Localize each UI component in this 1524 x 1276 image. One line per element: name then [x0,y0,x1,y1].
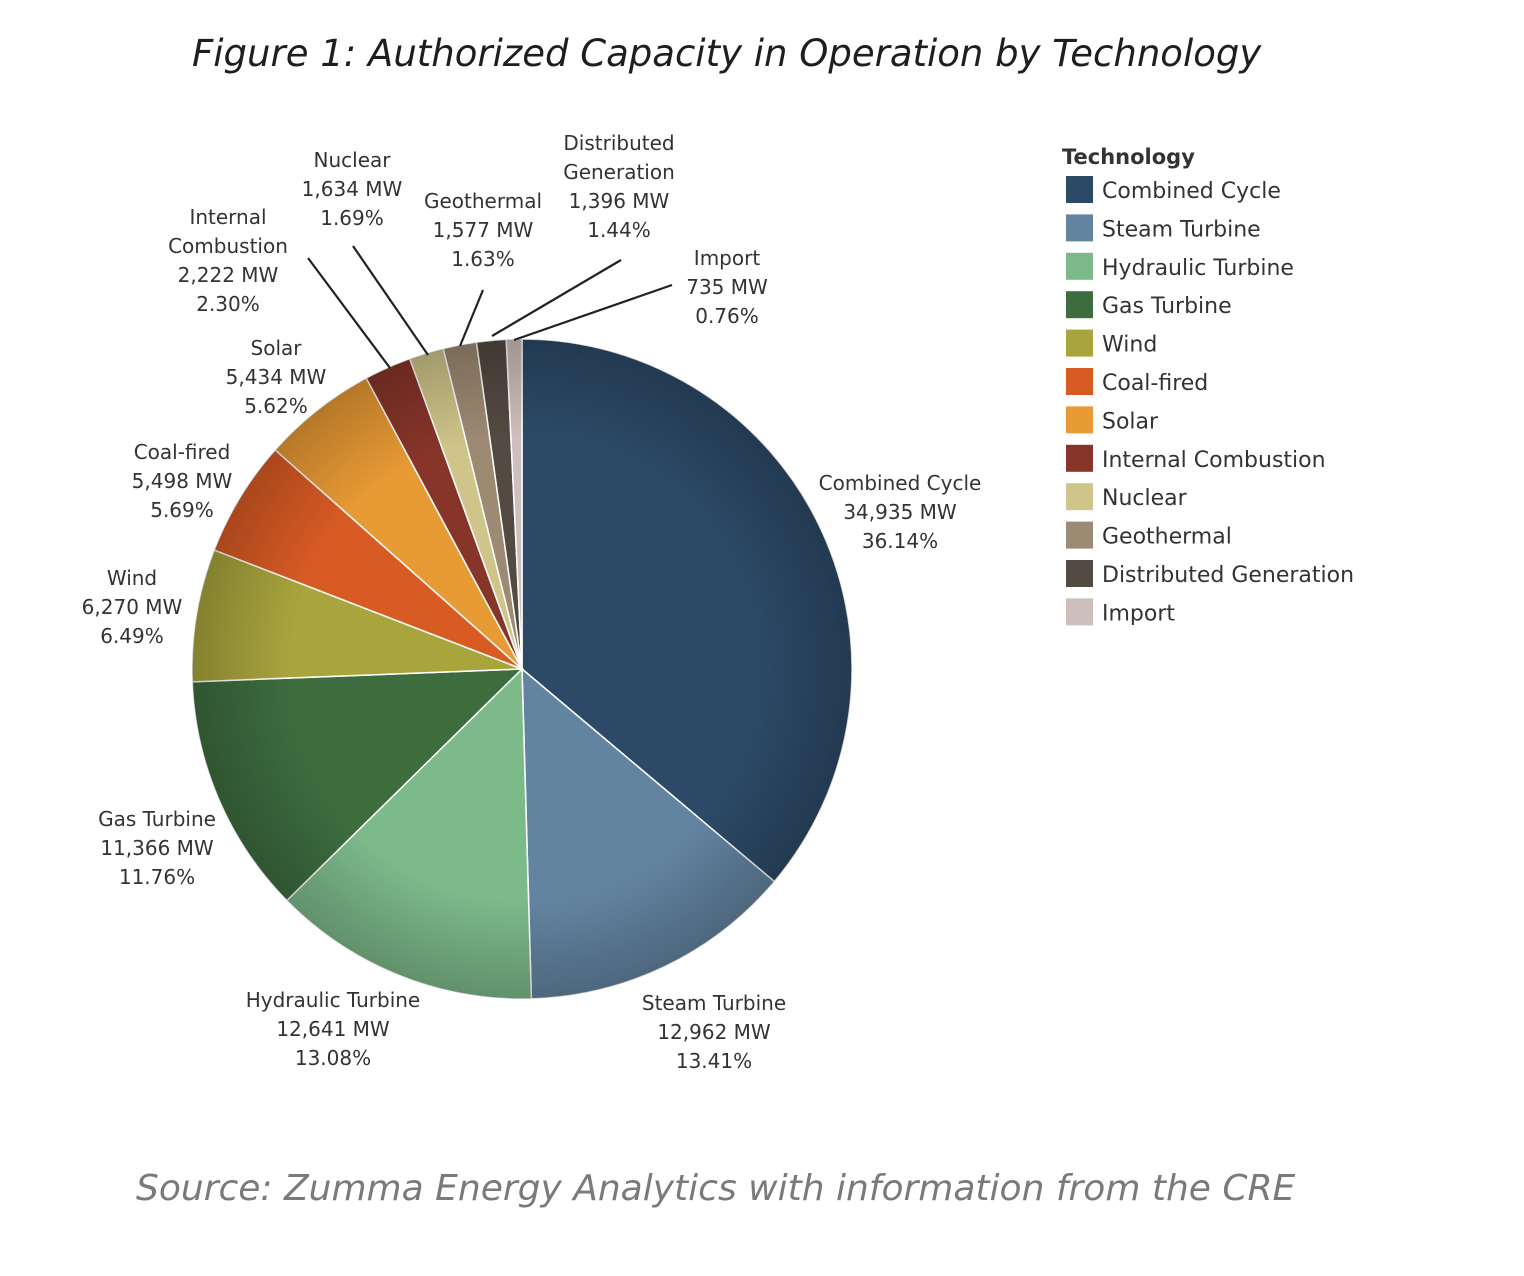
slice-label-percent-distributed-generation: 1.44% [587,218,651,242]
legend-swatch-import [1066,598,1093,626]
slice-label-value-distributed-generation: 1,396 MW [569,189,670,213]
leader-line-nuclear [352,245,429,356]
slice-label-percent-combined-cycle: 36.14% [862,529,938,553]
figure-title: Figure 1: Authorized Capacity in Operati… [192,32,1262,75]
leader-line-internal-combustion [307,257,391,369]
slice-label-percent-geothermal: 1.63% [451,247,515,271]
legend-label-geothermal: Geothermal [1102,525,1232,550]
slice-label-value-wind: 6,270 MW [82,595,183,619]
slice-label-value-combined-cycle: 34,935 MW [843,500,957,524]
legend-swatch-solar [1066,406,1093,434]
slice-label-name-combined-cycle: Combined Cycle [819,471,982,495]
slice-label-percent-solar: 5.62% [244,394,308,418]
slice-label-name-geothermal: Geothermal [424,189,542,213]
label-leader-lines [307,245,673,369]
legend-swatch-steam-turbine [1066,214,1093,242]
slice-label-value-solar: 5,434 MW [226,365,327,389]
slice-label-value-geothermal: 1,577 MW [433,218,534,242]
slice-labels: Combined Cycle 34,935 MW 36.14% Steam Turbi… [82,131,982,1073]
slice-label-value-import: 735 MW [686,275,768,299]
slice-label-value-coal-fired: 5,498 MW [132,469,233,493]
slice-label-value-hydraulic-turbine: 12,641 MW [276,1017,390,1041]
slice-label-percent-internal-combustion: 2.30% [196,292,260,316]
slice-label-value-gas-turbine: 11,366 MW [100,836,214,860]
slice-label-name-wind: Wind [107,566,157,590]
slice-label-percent-import: 0.76% [695,304,759,328]
leader-line-distributed-generation [491,259,622,337]
slice-label-name-distributed-generation: Generation [563,160,675,184]
slice-label-name-steam-turbine: Steam Turbine [642,991,786,1015]
slice-label-name-coal-fired: Coal-fired [134,440,231,464]
legend-label-distributed-generation: Distributed Generation [1102,563,1354,588]
slice-label-percent-gas-turbine: 11.76% [119,865,195,889]
legend-swatch-wind [1066,329,1093,357]
legend-label-solar: Solar [1102,409,1159,434]
slice-label-value-steam-turbine: 12,962 MW [657,1020,771,1044]
slice-label-name-hydraulic-turbine: Hydraulic Turbine [246,988,421,1012]
legend-swatch-geothermal [1066,521,1093,549]
slice-label-percent-steam-turbine: 13.41% [676,1049,752,1073]
legend-swatch-distributed-generation [1066,560,1093,587]
legend-swatch-gas-turbine [1066,291,1093,319]
legend-swatch-hydraulic-turbine [1066,252,1093,280]
legend-swatch-nuclear [1066,483,1093,511]
slice-label-name-internal-combustion: Internal [189,205,266,229]
legend: Technology Combined Cycle Steam Turbine Hy… [1062,145,1354,626]
slice-label-name-import: Import [694,246,761,270]
slice-label-value-nuclear: 1,634 MW [302,177,403,201]
slice-label-name-solar: Solar [251,336,303,360]
legend-title: Technology [1062,145,1195,169]
legend-label-internal-combustion: Internal Combustion [1102,448,1326,473]
figure-source: Source: Zumma Energy Analytics with info… [136,1168,1296,1209]
legend-label-steam-turbine: Steam Turbine [1102,217,1261,242]
legend-label-coal-fired: Coal-fired [1102,371,1208,396]
slice-label-name-gas-turbine: Gas Turbine [98,807,216,831]
slice-label-percent-coal-fired: 5.69% [150,498,214,522]
legend-swatch-combined-cycle [1066,176,1093,203]
slice-label-value-internal-combustion: 2,222 MW [178,263,279,287]
slice-label-name-internal-combustion: Combustion [168,234,288,258]
leader-line-geothermal [458,289,485,347]
pie-slices [191,338,853,1000]
legend-swatch-coal-fired [1066,368,1093,395]
legend-label-hydraulic-turbine: Hydraulic Turbine [1102,256,1294,281]
legend-label-nuclear: Nuclear [1102,486,1188,511]
leader-line-import [513,283,673,342]
legend-label-gas-turbine: Gas Turbine [1102,294,1232,319]
slice-label-percent-hydraulic-turbine: 13.08% [295,1046,371,1070]
legend-label-import: Import [1102,601,1175,626]
legend-swatch-internal-combustion [1066,444,1093,472]
slice-label-name-distributed-generation: Distributed [563,131,674,155]
legend-label-wind: Wind [1102,333,1157,358]
slice-label-name-nuclear: Nuclear [314,148,392,172]
slice-label-percent-nuclear: 1.69% [320,206,384,230]
legend-label-combined-cycle: Combined Cycle [1102,179,1281,204]
slice-label-percent-wind: 6.49% [100,624,164,648]
